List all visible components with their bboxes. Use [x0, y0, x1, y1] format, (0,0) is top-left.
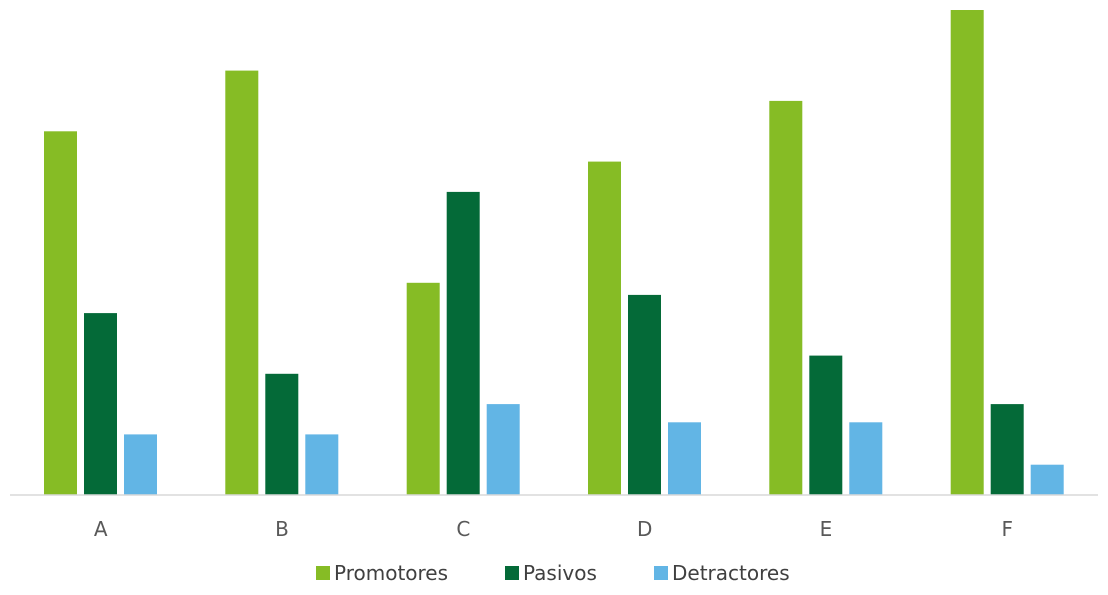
legend-swatch-detractores: [654, 566, 668, 580]
bar-pasivos-b: [265, 373, 299, 496]
bar-detractores-d: [668, 422, 701, 496]
legend-item-detractores: Detractores: [654, 561, 790, 585]
x-tick-label-a: A: [94, 517, 108, 541]
x-tick-label-d: D: [637, 517, 652, 541]
bars-layer: [44, 10, 1064, 496]
bar-detractores-f: [1030, 464, 1064, 495]
legend-label-promotores: Promotores: [334, 561, 448, 585]
bar-pasivos-c: [446, 191, 480, 495]
bar-promotores-f: [950, 10, 984, 495]
bar-pasivos-f: [990, 404, 1024, 495]
legend-label-pasivos: Pasivos: [523, 561, 597, 585]
bar-pasivos-a: [84, 313, 117, 495]
bar-detractores-b: [305, 434, 339, 495]
bar-pasivos-e: [809, 355, 843, 495]
legend-swatch-promotores: [316, 566, 330, 580]
legend-swatch-pasivos: [505, 566, 519, 580]
x-tick-label-c: C: [456, 517, 470, 541]
legend-label-detractores: Detractores: [672, 561, 790, 585]
bar-detractores-e: [849, 422, 883, 496]
bar-promotores-c: [406, 282, 440, 495]
bar-promotores-b: [225, 70, 259, 495]
legend-item-promotores: Promotores: [316, 561, 448, 585]
x-tick-labels: A B C D E F: [94, 517, 1013, 541]
bar-promotores-d: [588, 161, 621, 495]
x-tick-label-b: B: [275, 517, 289, 541]
legend-item-pasivos: Pasivos: [505, 561, 597, 585]
bar-promotores-e: [769, 100, 803, 496]
bar-pasivos-d: [628, 294, 661, 495]
x-tick-label-e: E: [820, 517, 833, 541]
legend: Promotores Pasivos Detractores: [316, 561, 790, 585]
bar-detractores-c: [486, 404, 520, 495]
bar-detractores-a: [124, 434, 157, 495]
bar-promotores-a: [44, 131, 77, 496]
x-tick-label-f: F: [1002, 517, 1014, 541]
